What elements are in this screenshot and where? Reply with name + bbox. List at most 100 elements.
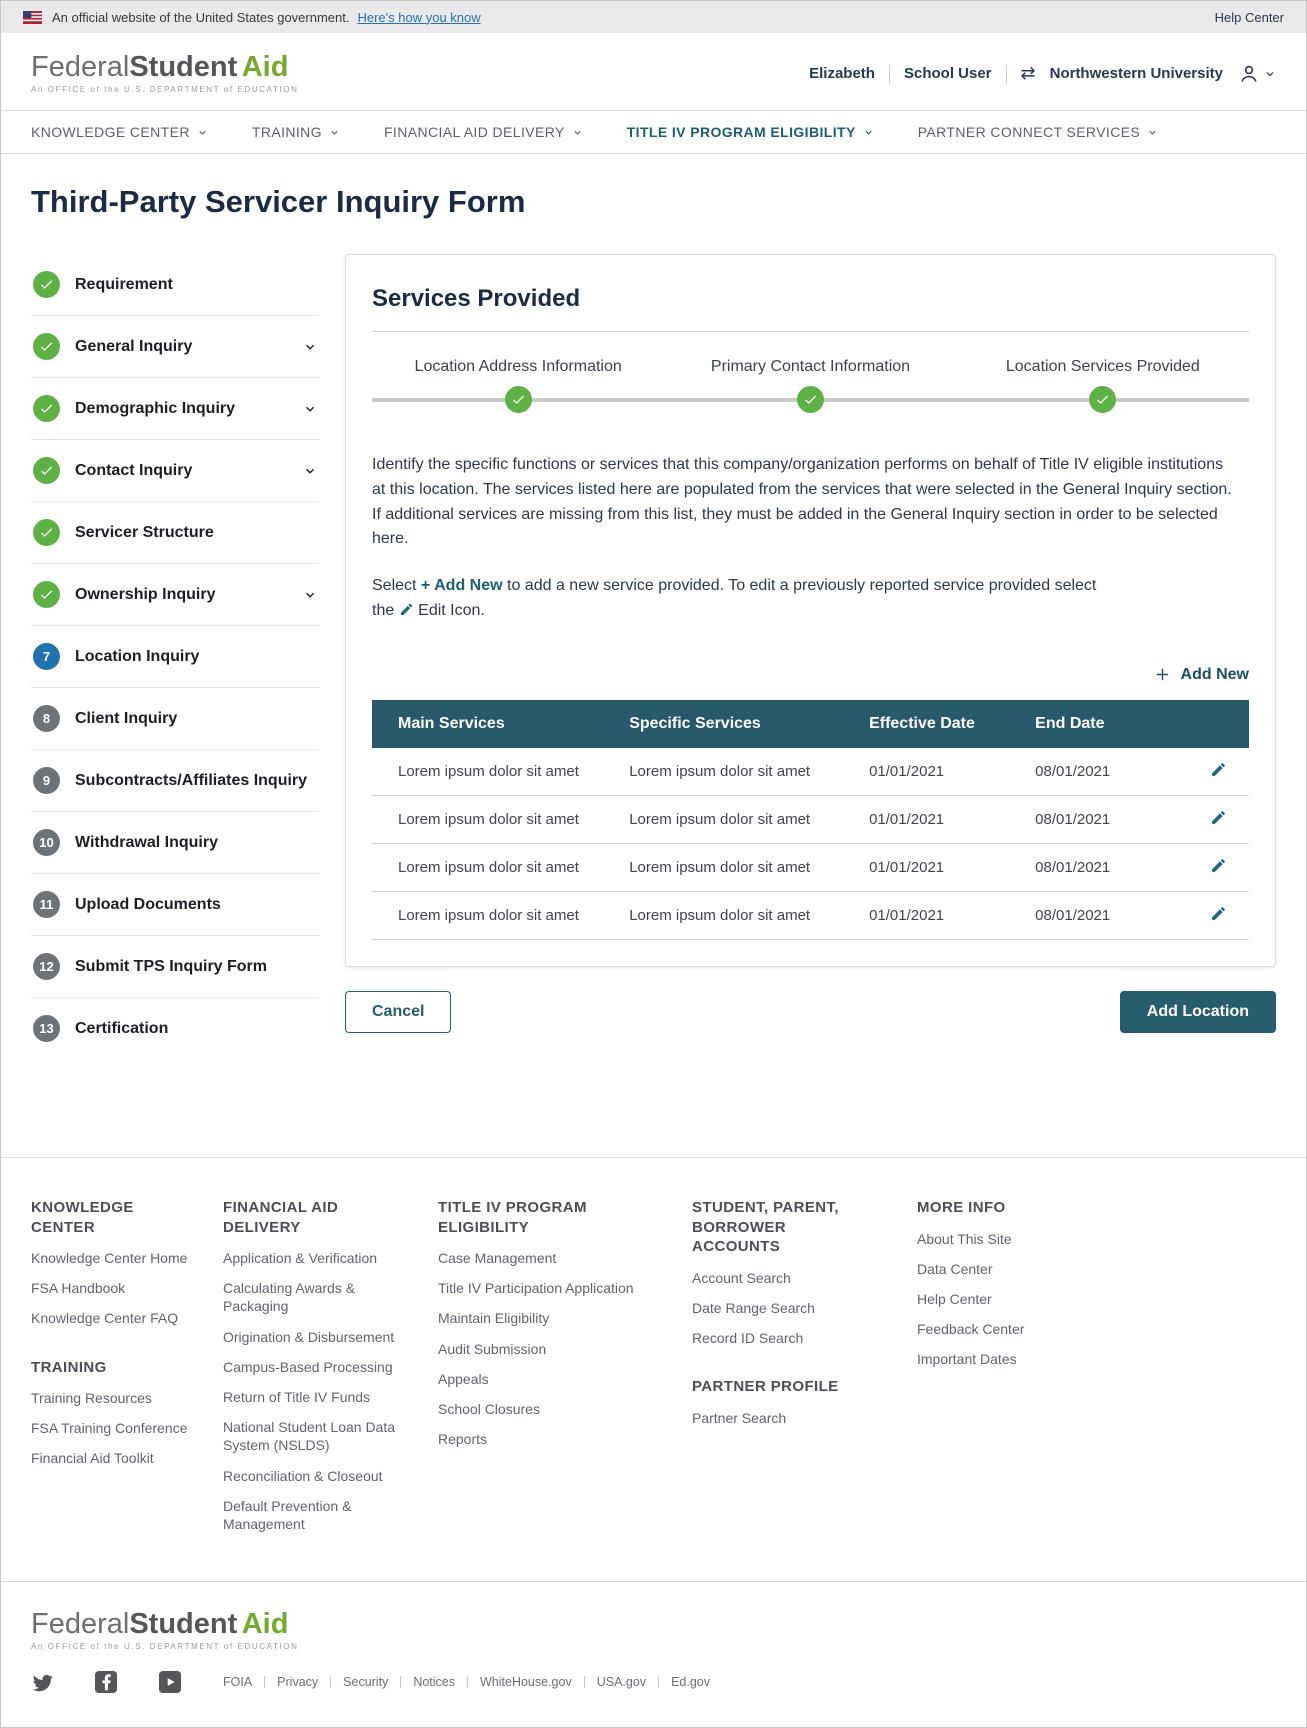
table-row: Lorem ipsum dolor sit amet Lorem ipsum d… bbox=[372, 747, 1249, 796]
sidebar-item-certification[interactable]: 13 Certification bbox=[31, 998, 319, 1059]
footer-legal-link[interactable]: USA.gov bbox=[596, 1675, 647, 1690]
check-icon bbox=[33, 395, 60, 422]
edit-row-button[interactable] bbox=[1210, 761, 1227, 778]
nav-title-iv-program-eligibility[interactable]: TITLE IV PROGRAM ELIGIBILITY bbox=[627, 124, 874, 140]
footer-link[interactable]: Appeals bbox=[438, 1370, 489, 1387]
footer-link[interactable]: Reconciliation & Closeout bbox=[223, 1467, 383, 1484]
add-new-inline-link[interactable]: + Add New bbox=[420, 577, 503, 595]
footer-link[interactable]: Record ID Search bbox=[692, 1329, 804, 1346]
footer-link[interactable]: Application & Verification bbox=[223, 1250, 378, 1266]
cancel-button[interactable]: Cancel bbox=[345, 990, 452, 1033]
edit-pencil-icon bbox=[1212, 906, 1225, 920]
col-end-date: End Date bbox=[1009, 699, 1184, 748]
sidebar-item-ownership-inquiry[interactable]: Ownership Inquiry bbox=[31, 564, 319, 626]
divider bbox=[264, 1676, 266, 1689]
footer-link[interactable]: Important Dates bbox=[917, 1351, 1017, 1368]
sidebar-item-general-inquiry[interactable]: General Inquiry bbox=[31, 316, 319, 378]
step-number-badge: 11 bbox=[33, 891, 60, 918]
footer-link[interactable]: FSA Handbook bbox=[31, 1280, 126, 1297]
footer-link[interactable]: Title IV Participation Application bbox=[438, 1280, 634, 1297]
twitter-icon[interactable] bbox=[31, 1671, 53, 1693]
footer-legal-link[interactable]: Ed.gov bbox=[671, 1675, 710, 1690]
sidebar-item-location-inquiry[interactable]: 7 Location Inquiry bbox=[31, 626, 319, 688]
divider bbox=[330, 1676, 332, 1689]
account-menu-button[interactable] bbox=[1237, 62, 1276, 86]
footer-link[interactable]: Knowledge Center FAQ bbox=[31, 1310, 179, 1327]
fsa-footer-logo: FederalStudent Aid An OFFICE of the U.S.… bbox=[31, 1608, 299, 1652]
footer-link[interactable]: Training Resources bbox=[31, 1390, 152, 1407]
footer-bottom-row: FOIA Privacy Security Notices WhiteHouse… bbox=[31, 1671, 1276, 1694]
footer-legal-link[interactable]: Security bbox=[343, 1675, 389, 1690]
footer-link[interactable]: Date Range Search bbox=[692, 1299, 815, 1316]
sidebar-item-demographic-inquiry[interactable]: Demographic Inquiry bbox=[31, 378, 319, 440]
sidebar-item-servicer-structure[interactable]: Servicer Structure bbox=[31, 502, 319, 564]
user-menu[interactable]: Elizabeth School User ⇄ Northwestern Uni… bbox=[809, 62, 1276, 86]
footer-link[interactable]: Audit Submission bbox=[438, 1340, 547, 1357]
footer-link[interactable]: Knowledge Center Home bbox=[31, 1250, 188, 1266]
sidebar-item-withdrawal-inquiry[interactable]: 10 Withdrawal Inquiry bbox=[31, 812, 319, 874]
step-location-services-provided: Location Services Provided bbox=[957, 358, 1249, 413]
edit-row-button[interactable] bbox=[1210, 809, 1227, 826]
footer-link[interactable]: Campus-Based Processing bbox=[223, 1358, 393, 1375]
us-flag-icon bbox=[23, 10, 42, 24]
check-icon bbox=[504, 386, 532, 413]
footer-link[interactable]: Partner Search bbox=[692, 1409, 787, 1426]
footer-column: MORE INFO About This Site Data Center He… bbox=[917, 1198, 1117, 1533]
check-icon bbox=[33, 519, 60, 546]
person-icon bbox=[1241, 65, 1257, 82]
footer-link[interactable]: Case Management bbox=[438, 1250, 557, 1266]
footer-link[interactable]: Return of Title IV Funds bbox=[223, 1388, 371, 1405]
sidebar-item-contact-inquiry[interactable]: Contact Inquiry bbox=[31, 440, 319, 502]
help-center-link[interactable]: Help Center bbox=[1214, 9, 1284, 25]
divider bbox=[372, 331, 1249, 332]
edit-row-button[interactable] bbox=[1210, 857, 1227, 874]
user-organization: Northwestern University bbox=[1049, 65, 1223, 82]
sidebar-item-subcontracts-affiliates-inquiry[interactable]: 9 Subcontracts/Affiliates Inquiry bbox=[31, 750, 319, 812]
sidebar-item-client-inquiry[interactable]: 8 Client Inquiry bbox=[31, 688, 319, 750]
nav-partner-connect-services[interactable]: PARTNER CONNECT SERVICES bbox=[918, 124, 1159, 140]
facebook-icon[interactable] bbox=[95, 1671, 117, 1694]
footer-link[interactable]: Calculating Awards & Packaging bbox=[223, 1280, 356, 1315]
edit-row-button[interactable] bbox=[1210, 905, 1227, 922]
chevron-down-icon bbox=[574, 130, 581, 135]
footer-link[interactable]: FSA Training Conference bbox=[31, 1420, 188, 1437]
add-location-button[interactable]: Add Location bbox=[1119, 990, 1276, 1033]
divider bbox=[1005, 64, 1007, 83]
footer-link[interactable]: About This Site bbox=[917, 1230, 1012, 1247]
logo-aid: Aid bbox=[241, 51, 289, 83]
footer-link[interactable]: Reports bbox=[438, 1431, 488, 1448]
nav-knowledge-center[interactable]: KNOWLEDGE CENTER bbox=[31, 124, 208, 140]
footer-legal-link[interactable]: Notices bbox=[413, 1675, 455, 1690]
sidebar-item-submit-tps-inquiry-form[interactable]: 12 Submit TPS Inquiry Form bbox=[31, 936, 319, 998]
nav-financial-aid-delivery[interactable]: FINANCIAL AID DELIVERY bbox=[384, 124, 583, 140]
sidebar-item-upload-documents[interactable]: 11 Upload Documents bbox=[31, 874, 319, 936]
footer-legal-link[interactable]: Privacy bbox=[277, 1675, 319, 1690]
footer-link[interactable]: School Closures bbox=[438, 1400, 540, 1417]
footer-link[interactable]: Financial Aid Toolkit bbox=[31, 1450, 154, 1467]
footer-link[interactable]: Maintain Eligibility bbox=[438, 1310, 550, 1327]
footer-links: KNOWLEDGE CENTER Knowledge Center Home F… bbox=[1, 1157, 1306, 1581]
add-new-button[interactable]: Add New bbox=[1154, 666, 1249, 684]
footer-link[interactable]: Origination & Disbursement bbox=[223, 1328, 395, 1345]
footer-link[interactable]: Data Center bbox=[917, 1260, 993, 1277]
nav-training[interactable]: TRAINING bbox=[252, 124, 340, 140]
footer-link[interactable]: Account Search bbox=[692, 1269, 791, 1286]
col-specific-services: Specific Services bbox=[603, 699, 844, 748]
main-column: Services Provided Location Address Infor… bbox=[345, 254, 1276, 1033]
footer-legal-link[interactable]: WhiteHouse.gov bbox=[480, 1675, 572, 1690]
sidebar-item-requirement[interactable]: Requirement bbox=[31, 254, 319, 316]
footer-column: TITLE IV PROGRAM ELIGIBILITY Case Manage… bbox=[438, 1198, 692, 1533]
switch-organization-icon[interactable]: ⇄ bbox=[1020, 63, 1036, 83]
footer-column: STUDENT, PARENT, BORROWER ACCOUNTS Accou… bbox=[692, 1198, 917, 1533]
youtube-icon[interactable] bbox=[159, 1671, 181, 1694]
card-heading: Services Provided bbox=[372, 285, 581, 312]
fsa-logo[interactable]: FederalStudent Aid An OFFICE of the U.S.… bbox=[31, 53, 298, 94]
footer-link[interactable]: National Student Loan Data System (NSLDS… bbox=[223, 1419, 396, 1454]
footer-link[interactable]: Feedback Center bbox=[917, 1321, 1025, 1338]
heres-how-you-know-link[interactable]: Here's how you know bbox=[357, 9, 481, 25]
footer-link[interactable]: Default Prevention & Management bbox=[223, 1497, 352, 1532]
divider bbox=[658, 1676, 660, 1689]
footer-legal-link[interactable]: FOIA bbox=[223, 1675, 253, 1690]
footer-link[interactable]: Help Center bbox=[917, 1290, 992, 1307]
check-icon bbox=[33, 333, 60, 360]
